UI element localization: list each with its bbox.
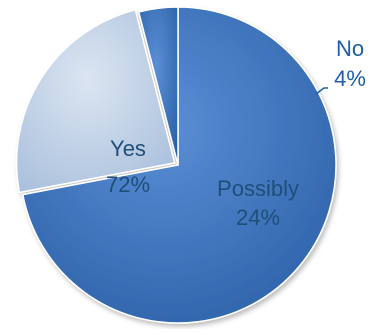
pie-slice-no [137, 6, 179, 166]
slice-label-possibly: Possibly [217, 176, 299, 201]
slice-value-no: 4% [334, 66, 366, 91]
pie-slice-yes [21, 6, 337, 324]
pie-labels: Yes 72% Possibly 24% No 4% [106, 36, 366, 230]
slice-value-yes: 72% [106, 172, 150, 197]
slice-label-yes: Yes [110, 136, 146, 161]
slice-label-no: No [336, 36, 364, 61]
pie-slices [15, 6, 337, 324]
pie-slice-possibly [15, 8, 176, 194]
slice-value-possibly: 24% [236, 205, 280, 230]
leader-line-no [315, 87, 328, 95]
